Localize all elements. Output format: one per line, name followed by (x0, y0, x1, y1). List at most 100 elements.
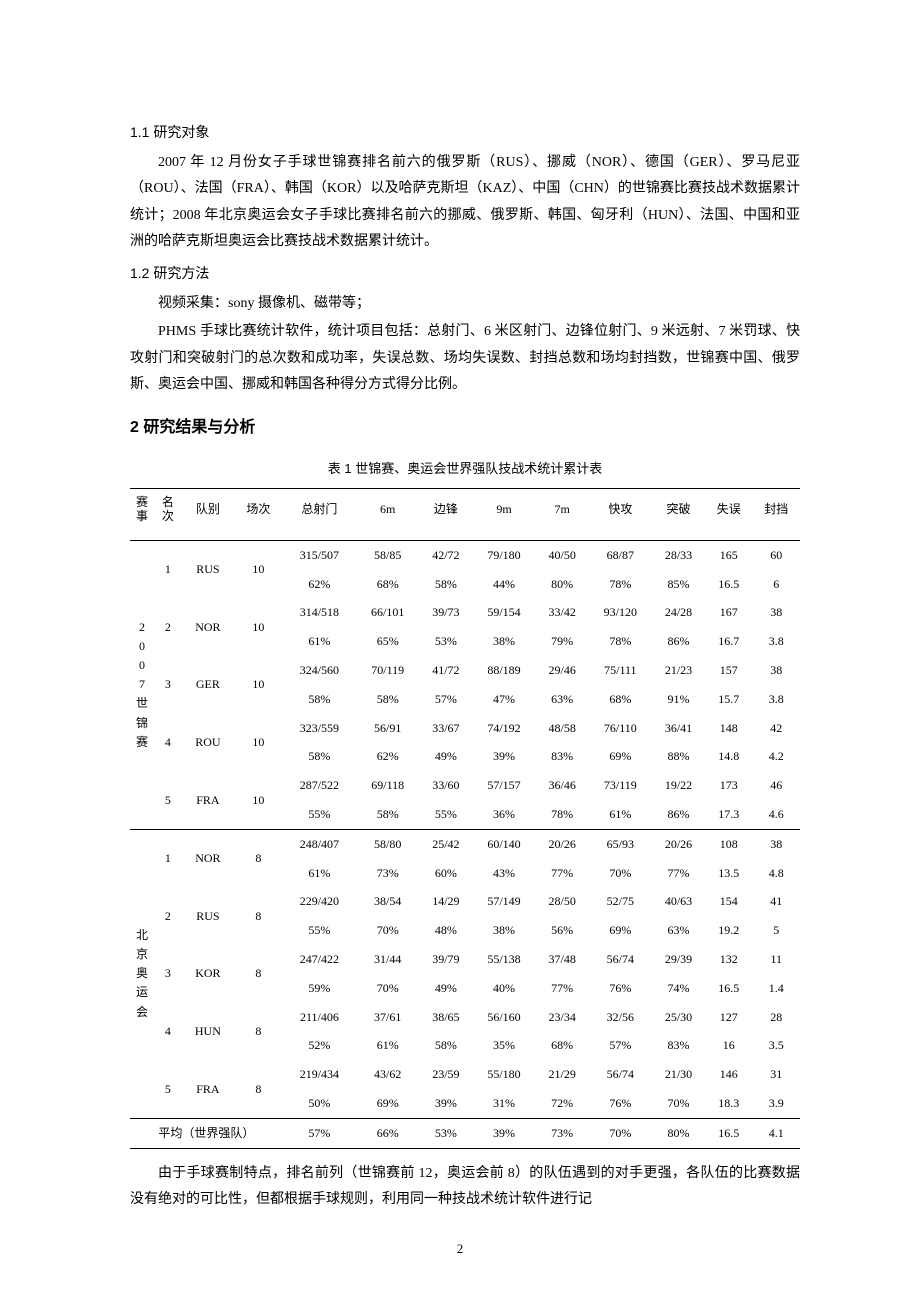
cell-value: 11 (752, 945, 800, 974)
heading-1-2: 1.2 研究方法 (130, 260, 800, 287)
table1-header-cell: 9m (472, 489, 535, 541)
cell-value: 60/140 (472, 829, 535, 858)
cell-value: 74/192 (472, 714, 535, 743)
cell-pct: 77% (536, 974, 589, 1003)
cell-team: FRA (182, 1060, 234, 1118)
table1: 赛事名次队别场次总射门6m边锋9m7m快攻突破失误封挡 2007世锦赛1RUS1… (130, 488, 800, 1149)
cell-pct: 49% (419, 742, 472, 771)
cell-pct: 3.8 (752, 685, 800, 714)
cell-pct: 80% (536, 570, 589, 599)
cell-pct: 4.2 (752, 742, 800, 771)
cell-pct: 57% (419, 685, 472, 714)
table1-header-cell: 失误 (705, 489, 752, 541)
cell-value: 60 (752, 540, 800, 569)
cell-value: 88/189 (472, 656, 535, 685)
cell-rank: 5 (154, 1060, 182, 1118)
cell-pct: 36% (472, 800, 535, 829)
table1-header-cell: 6m (356, 489, 419, 541)
table1-header-cell: 总射门 (283, 489, 356, 541)
cell-pct: 3.9 (752, 1089, 800, 1118)
cell-value: 24/28 (652, 598, 705, 627)
cell-team: GER (182, 656, 234, 714)
cell-pct: 79% (536, 627, 589, 656)
cell-value: 56/74 (589, 1060, 652, 1089)
cell-value: 39/79 (419, 945, 472, 974)
cell-value: 36/46 (536, 771, 589, 800)
cell-pct: 68% (536, 1031, 589, 1060)
cell-pct: 85% (652, 570, 705, 599)
cell-pct: 70% (589, 859, 652, 888)
cell-value: 28/50 (536, 887, 589, 916)
cell-pct: 68% (589, 685, 652, 714)
cell-value: 43/62 (356, 1060, 419, 1089)
table1-header-cell: 封挡 (752, 489, 800, 541)
average-value: 53% (419, 1118, 472, 1148)
cell-pct: 86% (652, 627, 705, 656)
cell-value: 127 (705, 1003, 752, 1032)
table1-header-cell: 7m (536, 489, 589, 541)
cell-value: 73/119 (589, 771, 652, 800)
cell-value: 148 (705, 714, 752, 743)
cell-pct: 61% (283, 627, 356, 656)
event-label: 北京奥运会 (130, 829, 154, 1118)
cell-value: 79/180 (472, 540, 535, 569)
cell-value: 14/29 (419, 887, 472, 916)
cell-pct: 70% (356, 916, 419, 945)
cell-value: 21/30 (652, 1060, 705, 1089)
cell-pct: 91% (652, 685, 705, 714)
cell-value: 211/406 (283, 1003, 356, 1032)
cell-pct: 4.8 (752, 859, 800, 888)
cell-value: 32/56 (589, 1003, 652, 1032)
cell-pct: 38% (472, 627, 535, 656)
table1-group-olympics: 北京奥运会1NOR8248/40758/8025/4260/14020/2665… (130, 829, 800, 1118)
cell-pct: 52% (283, 1031, 356, 1060)
cell-value: 314/518 (283, 598, 356, 627)
cell-value: 56/160 (472, 1003, 535, 1032)
cell-pct: 58% (419, 570, 472, 599)
cell-pct: 57% (589, 1031, 652, 1060)
cell-value: 29/39 (652, 945, 705, 974)
para-1-2-1: 视频采集：sony 摄像机、磁带等； (130, 291, 800, 318)
average-value: 73% (536, 1118, 589, 1148)
cell-value: 68/87 (589, 540, 652, 569)
cell-pct: 1.4 (752, 974, 800, 1003)
cell-pct: 35% (472, 1031, 535, 1060)
cell-rank: 4 (154, 1003, 182, 1061)
cell-value: 21/23 (652, 656, 705, 685)
cell-pct: 4.6 (752, 800, 800, 829)
cell-pct: 83% (536, 742, 589, 771)
cell-pct: 63% (652, 916, 705, 945)
cell-games: 10 (234, 540, 283, 598)
cell-value: 41 (752, 887, 800, 916)
table1-header-cell: 场次 (234, 489, 283, 541)
cell-pct: 83% (652, 1031, 705, 1060)
cell-value: 56/91 (356, 714, 419, 743)
cell-value: 40/50 (536, 540, 589, 569)
cell-pct: 40% (472, 974, 535, 1003)
cell-games: 10 (234, 656, 283, 714)
cell-pct: 77% (652, 859, 705, 888)
cell-games: 8 (234, 945, 283, 1003)
cell-value: 42/72 (419, 540, 472, 569)
cell-value: 31 (752, 1060, 800, 1089)
cell-value: 41/72 (419, 656, 472, 685)
table1-caption: 表 1 世锦赛、奥运会世界强队技战术统计累计表 (130, 457, 800, 482)
heading-1-1: 1.1 研究对象 (130, 119, 800, 146)
trailing-para: 由于手球赛制特点，排名前列（世锦赛前 12，奥运会前 8）的队伍遇到的对手更强，… (130, 1161, 800, 1214)
cell-pct: 59% (283, 974, 356, 1003)
cell-pct: 65% (356, 627, 419, 656)
cell-pct: 58% (283, 685, 356, 714)
cell-team: HUN (182, 1003, 234, 1061)
cell-value: 132 (705, 945, 752, 974)
cell-rank: 2 (154, 887, 182, 945)
cell-pct: 73% (356, 859, 419, 888)
cell-value: 36/41 (652, 714, 705, 743)
cell-value: 38/65 (419, 1003, 472, 1032)
cell-value: 57/157 (472, 771, 535, 800)
cell-pct: 78% (589, 627, 652, 656)
cell-value: 38/54 (356, 887, 419, 916)
cell-pct: 63% (536, 685, 589, 714)
cell-value: 75/111 (589, 656, 652, 685)
cell-pct: 68% (356, 570, 419, 599)
average-value: 39% (472, 1118, 535, 1148)
